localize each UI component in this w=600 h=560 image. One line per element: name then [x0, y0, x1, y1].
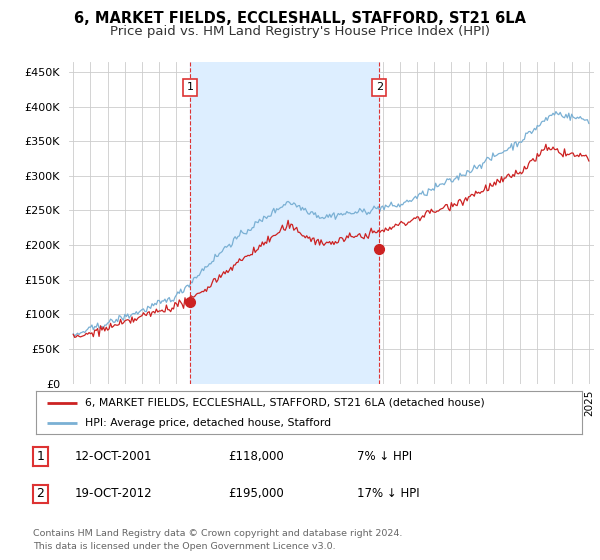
Text: 1: 1 [187, 82, 193, 92]
Text: £118,000: £118,000 [228, 450, 284, 463]
Text: £195,000: £195,000 [228, 487, 284, 501]
Text: Price paid vs. HM Land Registry's House Price Index (HPI): Price paid vs. HM Land Registry's House … [110, 25, 490, 38]
Text: 19-OCT-2012: 19-OCT-2012 [75, 487, 152, 501]
Text: 12-OCT-2001: 12-OCT-2001 [75, 450, 152, 463]
Text: Contains HM Land Registry data © Crown copyright and database right 2024.
This d: Contains HM Land Registry data © Crown c… [33, 529, 403, 550]
Text: HPI: Average price, detached house, Stafford: HPI: Average price, detached house, Staf… [85, 418, 331, 428]
Text: 2: 2 [376, 82, 383, 92]
Text: 7% ↓ HPI: 7% ↓ HPI [357, 450, 412, 463]
Text: 17% ↓ HPI: 17% ↓ HPI [357, 487, 419, 501]
Text: 1: 1 [37, 450, 44, 463]
Text: 6, MARKET FIELDS, ECCLESHALL, STAFFORD, ST21 6LA (detached house): 6, MARKET FIELDS, ECCLESHALL, STAFFORD, … [85, 398, 485, 408]
Text: 6, MARKET FIELDS, ECCLESHALL, STAFFORD, ST21 6LA: 6, MARKET FIELDS, ECCLESHALL, STAFFORD, … [74, 11, 526, 26]
Bar [190, 62, 379, 384]
Text: 2: 2 [37, 487, 44, 501]
